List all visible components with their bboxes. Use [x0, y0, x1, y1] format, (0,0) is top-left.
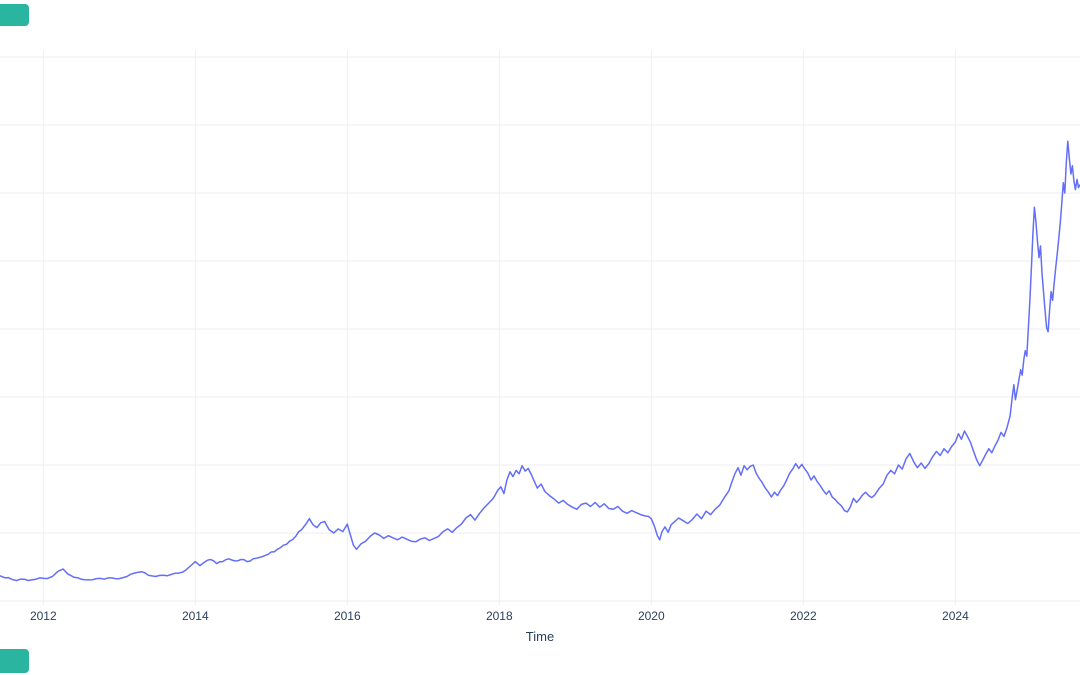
- cropped-button-top-left[interactable]: [0, 4, 29, 26]
- x-tick-label: 2012: [30, 609, 57, 623]
- x-tick-label: 2018: [486, 609, 513, 623]
- x-tick-label: 2014: [182, 609, 209, 623]
- x-tick-label: 2024: [942, 609, 969, 623]
- x-axis-title: Time: [525, 629, 555, 644]
- plot-area[interactable]: [0, 50, 1080, 608]
- x-tick-label: 2022: [790, 609, 817, 623]
- cropped-button-bottom-left[interactable]: [0, 649, 29, 673]
- x-tick-label: 2016: [334, 609, 361, 623]
- x-tick-label: 2020: [638, 609, 665, 623]
- series-line[interactable]: [0, 140, 1080, 582]
